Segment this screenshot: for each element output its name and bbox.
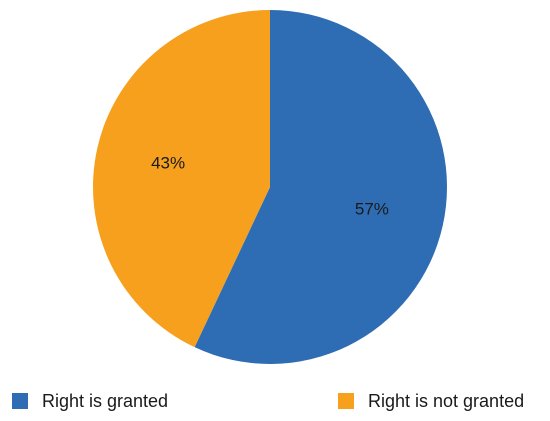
legend-item-right-is-granted: Right is granted: [12, 390, 168, 412]
legend-item-right-is-not-granted: Right is not granted: [338, 390, 524, 412]
legend-swatch-right-is-granted: [12, 393, 28, 409]
pie-slices: [93, 10, 447, 364]
data-label-right-is-granted: 57%: [355, 199, 389, 218]
pie-labels: 57% 43%: [151, 154, 389, 219]
pie-slice-right-is-not-granted: [93, 10, 271, 348]
data-label-right-is-not-granted: 43%: [151, 154, 185, 173]
legend-swatch-right-is-not-granted: [338, 393, 354, 409]
pie-slice-right-is-granted: [194, 10, 447, 364]
legend-label-right-is-granted: Right is granted: [42, 390, 169, 411]
legend-label-right-is-not-granted: Right is not granted: [368, 390, 525, 411]
